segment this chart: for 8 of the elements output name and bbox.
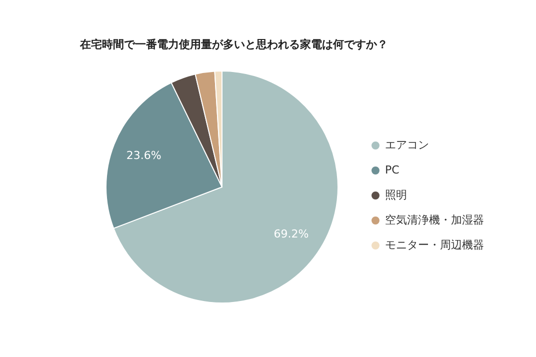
legend-label: 空気清浄機・加湿器 bbox=[385, 214, 484, 226]
data-label: 23.6% bbox=[126, 149, 162, 162]
chart-title: 在宅時間で一番電力使用量が多いと思われる家電は何ですか？ bbox=[79, 38, 388, 51]
legend-label: モニター・周辺機器 bbox=[385, 238, 484, 252]
legend-label: 照明 bbox=[385, 188, 407, 202]
legend-label: PC bbox=[385, 164, 400, 176]
data-label: 69.2% bbox=[274, 228, 309, 241]
legend-label: エアコン bbox=[385, 138, 429, 152]
